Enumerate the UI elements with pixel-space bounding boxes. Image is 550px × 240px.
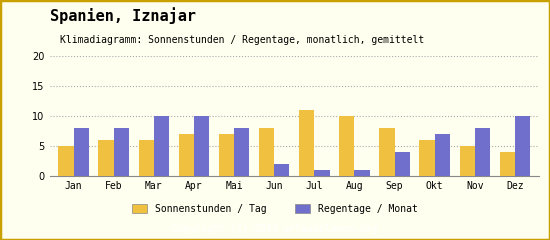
Legend: Sonnenstunden / Tag, Regentage / Monat: Sonnenstunden / Tag, Regentage / Monat <box>133 204 417 214</box>
Text: Klimadiagramm: Sonnenstunden / Regentage, monatlich, gemittelt: Klimadiagramm: Sonnenstunden / Regentage… <box>60 35 425 45</box>
Bar <box>379 128 394 176</box>
Bar <box>234 128 249 176</box>
Bar <box>179 134 194 176</box>
Bar <box>314 170 329 176</box>
Bar <box>460 146 475 176</box>
Bar <box>339 116 354 176</box>
Bar <box>475 128 490 176</box>
Bar <box>515 116 530 176</box>
Bar <box>500 152 515 176</box>
Bar <box>420 140 435 176</box>
Bar <box>299 110 314 176</box>
Bar <box>154 116 169 176</box>
Bar <box>139 140 154 176</box>
Bar <box>194 116 209 176</box>
Bar <box>259 128 274 176</box>
Bar <box>354 170 370 176</box>
Bar <box>74 128 89 176</box>
Bar <box>58 146 74 176</box>
Bar <box>114 128 129 176</box>
Bar <box>394 152 410 176</box>
Text: Spanien, Iznajar: Spanien, Iznajar <box>50 7 195 24</box>
Bar <box>274 164 289 176</box>
Bar <box>434 134 450 176</box>
Bar <box>219 134 234 176</box>
Bar <box>98 140 114 176</box>
Text: Copyright (C) 2024 urlaubplanen.org: Copyright (C) 2024 urlaubplanen.org <box>172 224 378 234</box>
